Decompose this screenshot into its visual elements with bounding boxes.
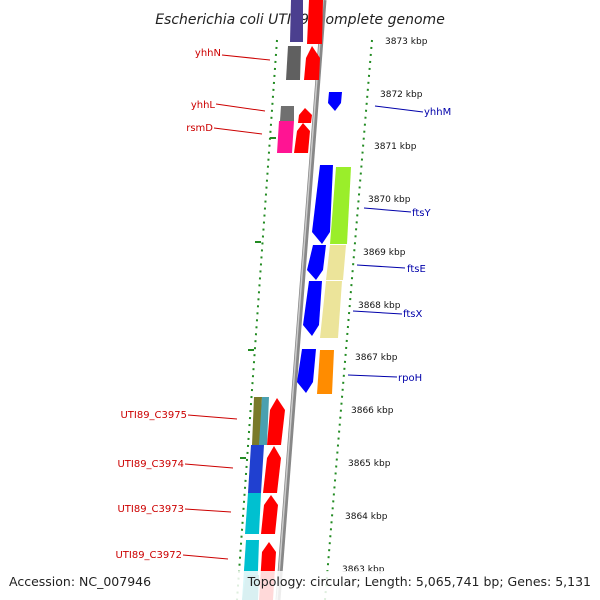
feature-ftsX-khaki [320, 281, 342, 338]
tick-label: 3873 kbp [385, 37, 428, 47]
cds-rsmD-red [294, 123, 310, 153]
leader-line [188, 415, 237, 419]
tick-label: 3865 kbp [348, 459, 391, 469]
left-gene-labels: yhhN yhhL rsmD UTI89_C3975 UTI89_C3974 U… [115, 48, 270, 561]
gene-label-ftsY: ftsY [412, 208, 431, 219]
cds-yhhM-blue [328, 92, 342, 111]
cds-rpoH-blue [297, 349, 316, 393]
cds-ftsX-blue [303, 281, 322, 336]
leader-line [183, 555, 228, 559]
gene-label-ftsE: ftsE [407, 264, 426, 275]
tick-label: 3870 kbp [368, 195, 411, 205]
leader-line [185, 464, 233, 468]
tick-label: 3868 kbp [358, 301, 401, 311]
gene-label-UTI89_C3975: UTI89_C3975 [120, 410, 187, 421]
gene-label-yhhM: yhhM [424, 107, 451, 118]
kbp-labels: 3873 kbp 3872 kbp 3871 kbp 3870 kbp 3869… [342, 37, 428, 575]
feature-block-top-purple [290, 0, 303, 42]
leader-line [348, 375, 397, 377]
genome-map: Escherichia coli UTI89, complete genome [0, 0, 600, 600]
cds-C3973-red [261, 495, 278, 534]
cds-C3975-red [267, 398, 285, 445]
tick-label: 3864 kbp [345, 512, 388, 522]
gene-label-UTI89_C3974: UTI89_C3974 [117, 459, 184, 470]
leader-line [357, 265, 405, 268]
genome-summary-text: Topology: circular; Length: 5,065,741 bp… [247, 574, 591, 589]
feature-ftsE-khaki [326, 245, 346, 280]
leader-line [214, 128, 262, 134]
gene-label-yhhN: yhhN [195, 48, 221, 59]
leader-line [185, 509, 231, 512]
gene-label-ftsX: ftsX [403, 309, 422, 320]
cds-C3974-red [263, 446, 281, 493]
gene-label-UTI89_C3972: UTI89_C3972 [115, 550, 182, 561]
leader-line [364, 208, 411, 212]
accession-text: Accession: NC_007946 [9, 574, 151, 589]
feature-C3974-blue [248, 445, 264, 493]
feature-yhhL-grey [280, 106, 294, 121]
tick-label: 3871 kbp [374, 142, 417, 152]
gene-label-yhhL: yhhL [191, 100, 216, 111]
leader-line [375, 106, 423, 112]
tick-label: 3869 kbp [363, 248, 406, 258]
tick-label: 3872 kbp [380, 90, 423, 100]
tick-label: 3866 kbp [351, 406, 394, 416]
cds-ftsY-blue [312, 165, 333, 244]
leader-line [222, 55, 270, 60]
feature-ftsY-lime [330, 167, 351, 244]
cds-top-red [307, 0, 323, 44]
gene-label-rsmD: rsmD [186, 123, 213, 134]
leader-line [353, 311, 402, 314]
feature-yhhN-grey [286, 46, 301, 80]
feature-C3973-cyan [245, 493, 261, 534]
tick-label: 3867 kbp [355, 353, 398, 363]
cds-yhhL-red [298, 108, 312, 123]
gene-label-rpoH: rpoH [398, 373, 422, 384]
leader-line [216, 104, 265, 111]
cds-ftsE-blue [307, 245, 326, 280]
feature-rpoH-orange [317, 350, 334, 394]
gene-label-UTI89_C3973: UTI89_C3973 [117, 504, 184, 515]
feature-rsmD-magenta [277, 121, 294, 153]
